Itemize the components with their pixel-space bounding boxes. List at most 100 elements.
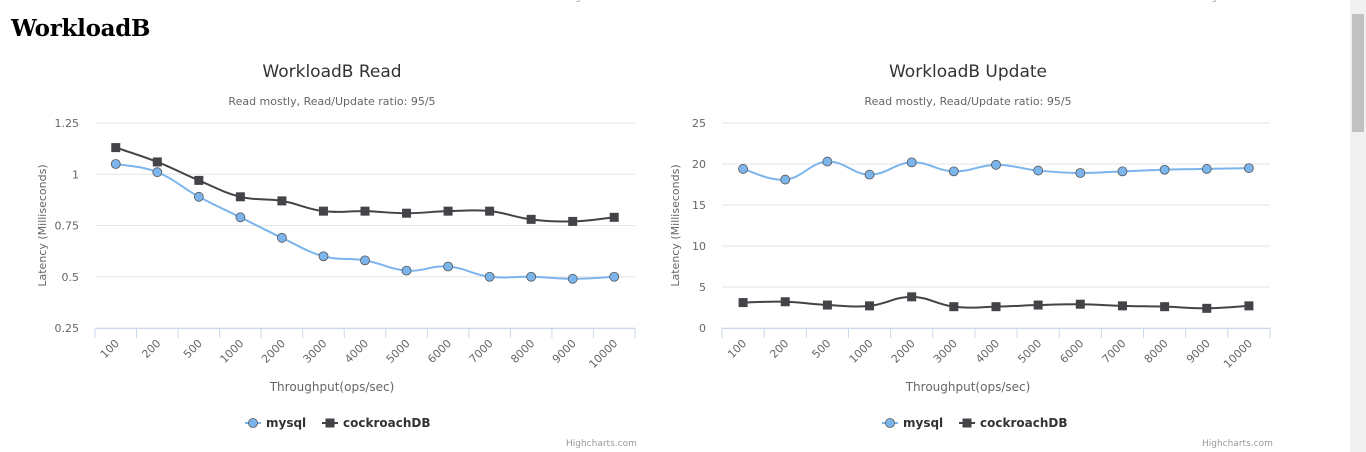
data-point-mysql[interactable]	[277, 232, 287, 243]
data-point-mysql[interactable]	[738, 164, 748, 174]
data-point-mysql[interactable]	[822, 156, 833, 167]
data-point-cockroachDB[interactable]	[111, 143, 121, 153]
data-point-cockroachDB[interactable]	[738, 298, 748, 308]
x-tick-label: 100	[725, 337, 749, 361]
data-point-mysql[interactable]	[1201, 164, 1212, 174]
y-tick-label: 0.25	[55, 322, 80, 335]
legend-symbol	[248, 418, 258, 428]
x-tick-label: 200	[767, 337, 791, 361]
data-point-cockroachDB[interactable]	[609, 212, 619, 222]
data-point-cockroachDB[interactable]	[235, 192, 245, 202]
data-point-cockroachDB[interactable]	[1202, 303, 1212, 313]
x-tick-label: 5000	[384, 337, 413, 366]
chart-subtitle: Read mostly, Read/Update ratio: 95/5	[228, 95, 435, 108]
x-tick-label: 8000	[508, 337, 537, 366]
chart-update: WorkloadB Update Read mostly, Read/Update…	[669, 62, 1271, 430]
data-point-cockroachDB[interactable]	[1117, 301, 1127, 311]
y-tick-label: 0	[699, 322, 706, 335]
data-point-mysql[interactable]	[1033, 165, 1044, 176]
data-point-cockroachDB[interactable]	[1160, 302, 1170, 312]
x-axis-title: Throughput(ops/sec)	[905, 380, 1031, 394]
legend-item-cockroachDB[interactable]: cockroachDB	[959, 416, 1067, 430]
legend-item-mysql[interactable]: mysql	[245, 416, 306, 430]
data-point-mysql[interactable]	[1117, 166, 1128, 177]
data-point-cockroachDB[interactable]	[1033, 300, 1043, 310]
legend-item-mysql[interactable]: mysql	[882, 416, 943, 430]
data-point-cockroachDB[interactable]	[780, 297, 790, 307]
data-point-cockroachDB[interactable]	[822, 300, 832, 310]
credit-bottom-left[interactable]: Highcharts.com	[566, 439, 637, 449]
x-tick-label: 200	[139, 337, 163, 361]
legend-label: cockroachDB	[980, 416, 1067, 430]
data-point-mysql[interactable]	[991, 159, 1001, 170]
x-tick-label: 10000	[586, 337, 620, 371]
data-point-mysql[interactable]	[1075, 168, 1086, 178]
data-point-cockroachDB[interactable]	[485, 206, 495, 216]
x-tick-label: 9000	[1184, 337, 1213, 366]
y-tick-label: 15	[692, 199, 706, 212]
data-point-mysql[interactable]	[443, 261, 453, 272]
x-tick-label: 4000	[973, 337, 1002, 366]
scrollbar-thumb[interactable]	[1352, 14, 1364, 132]
y-tick-label: 10	[692, 240, 706, 253]
credit-top-left[interactable]: Highcharts.com	[566, 0, 637, 3]
x-tick-label: 10000	[1221, 337, 1255, 371]
data-point-mysql[interactable]	[110, 159, 121, 169]
y-tick-label: 5	[699, 281, 706, 294]
data-point-cockroachDB[interactable]	[1075, 299, 1085, 309]
data-point-cockroachDB[interactable]	[277, 196, 287, 206]
data-point-mysql[interactable]	[193, 191, 204, 202]
data-point-cockroachDB[interactable]	[443, 206, 453, 216]
data-point-mysql[interactable]	[401, 265, 412, 276]
credit-bottom-right[interactable]: Highcharts.com	[1202, 439, 1273, 449]
data-point-cockroachDB[interactable]	[318, 206, 328, 216]
legend-symbol	[325, 418, 335, 428]
data-point-mysql[interactable]	[864, 169, 875, 180]
x-tick-label: 2000	[259, 337, 288, 366]
y-axis-title: Latency (Milliseconds)	[36, 164, 49, 286]
data-point-cockroachDB[interactable]	[402, 208, 412, 218]
legend-symbol	[962, 418, 972, 428]
data-point-cockroachDB[interactable]	[907, 292, 917, 302]
data-point-cockroachDB[interactable]	[991, 302, 1001, 312]
y-tick-label: 0.5	[62, 271, 80, 284]
data-point-cockroachDB[interactable]	[949, 302, 959, 312]
data-point-mysql[interactable]	[360, 255, 370, 266]
x-tick-label: 3000	[301, 337, 330, 366]
data-point-mysql[interactable]	[526, 271, 537, 282]
x-tick-label: 500	[809, 337, 833, 361]
data-point-cockroachDB[interactable]	[194, 175, 204, 185]
data-point-cockroachDB[interactable]	[360, 206, 370, 216]
data-point-cockroachDB[interactable]	[526, 214, 536, 224]
legend-label: cockroachDB	[343, 416, 430, 430]
page-title: WorkloadB	[11, 15, 151, 42]
data-point-cockroachDB[interactable]	[568, 216, 578, 226]
data-point-mysql[interactable]	[1244, 163, 1254, 174]
data-point-mysql[interactable]	[1159, 164, 1170, 175]
data-point-mysql[interactable]	[235, 212, 246, 223]
data-point-mysql[interactable]	[780, 174, 791, 185]
data-point-mysql[interactable]	[318, 251, 329, 262]
data-point-cockroachDB[interactable]	[865, 301, 875, 311]
data-point-cockroachDB[interactable]	[152, 157, 162, 167]
x-tick-label: 4000	[342, 337, 371, 366]
y-tick-label: 1	[72, 168, 79, 181]
credit-top-right[interactable]: Highcharts.com	[1202, 0, 1273, 3]
legend-label: mysql	[903, 416, 943, 430]
vertical-scrollbar[interactable]	[1350, 0, 1366, 452]
data-point-mysql[interactable]	[567, 273, 578, 284]
data-point-mysql[interactable]	[152, 167, 163, 178]
y-tick-label: 25	[692, 117, 706, 130]
data-point-mysql[interactable]	[484, 271, 495, 282]
data-point-cockroachDB[interactable]	[1244, 301, 1254, 311]
data-point-mysql[interactable]	[906, 157, 917, 168]
legend-item-cockroachDB[interactable]: cockroachDB	[322, 416, 430, 430]
x-tick-label: 9000	[550, 337, 579, 366]
data-point-mysql[interactable]	[948, 166, 959, 177]
x-tick-label: 5000	[1015, 337, 1044, 366]
x-tick-label: 7000	[1100, 337, 1129, 366]
legend-symbol	[885, 418, 895, 428]
y-tick-label: 0.75	[55, 220, 80, 233]
x-tick-label: 2000	[889, 337, 918, 366]
data-point-mysql[interactable]	[609, 271, 620, 282]
